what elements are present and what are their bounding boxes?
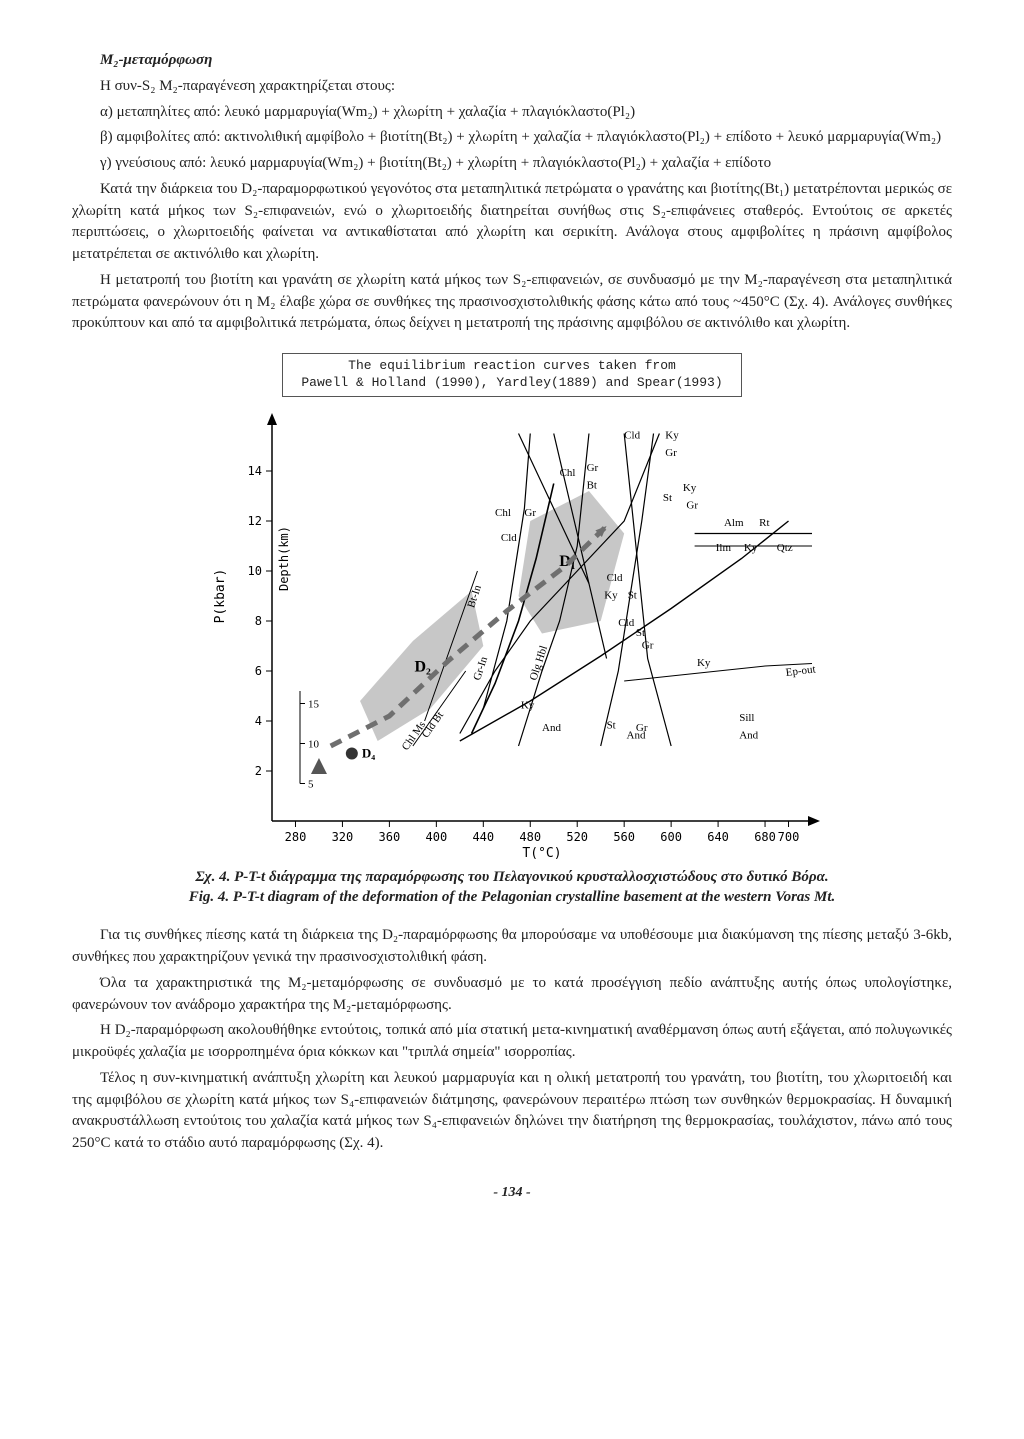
- x-tick-label: 680: [754, 830, 776, 844]
- x-axis-label: T(°C): [522, 846, 561, 861]
- x-tick-label: 440: [472, 830, 494, 844]
- x-tick-label: 700: [778, 830, 800, 844]
- paragraph: Η συν-S₂ M₂-παραγένεση χαρακτηρίζεται στ…: [72, 76, 952, 98]
- depth-axis-label: Depth(km): [277, 526, 291, 591]
- d4-marker: [346, 747, 358, 759]
- paragraph: Για τις συνθήκες πίεσης κατά τη διάρκεια…: [72, 925, 952, 969]
- curve-label: Cld: [501, 532, 517, 544]
- citation-line2: Pawell & Holland (1990), Yardley(1889) a…: [301, 375, 722, 390]
- caption-greek: Σχ. 4. P-T-t διάγραμμα της παραμόρφωσης …: [195, 869, 828, 885]
- y-tick-label: 6: [255, 664, 262, 678]
- curve-label: Gr: [636, 722, 648, 734]
- y-tick-label: 8: [255, 614, 262, 628]
- field-label: D₂: [414, 658, 431, 675]
- curve-label: Alm: [724, 517, 744, 529]
- x-tick-label: 360: [379, 830, 401, 844]
- y-tick-label: 12: [248, 514, 262, 528]
- paragraph: α) μεταπηλίτες από: λευκό μαρμαρυγία(Wm₂…: [72, 102, 952, 124]
- paragraph: Κατά την διάρκεια του D₂-παραμορφωτικού …: [72, 179, 952, 266]
- curve-label: Bt: [587, 479, 597, 491]
- chart-citation: The equilibrium reaction curves taken fr…: [282, 353, 741, 397]
- curve-label: Gr: [587, 462, 599, 474]
- curve-label: Cld: [607, 572, 623, 584]
- ptt-chart: D₁D₂D₄ChlGrCldChlGrBtCldKyGrKyStGrAlmRtI…: [192, 401, 832, 861]
- curve-label: Cld: [624, 429, 640, 441]
- y-tick-label: 14: [248, 464, 262, 478]
- paragraph: Τέλος η συν-κινηματική ανάπτυξη χλωρίτη …: [72, 1068, 952, 1155]
- paragraph: β) αμφιβολίτες από: ακτινολιθική αμφίβολ…: [72, 127, 952, 149]
- y-tick-label: 2: [255, 764, 262, 778]
- curve-label: Ilm: [716, 542, 732, 554]
- curve-label: And: [739, 729, 758, 741]
- curve-label: Ky: [744, 542, 758, 554]
- x-tick-label: 600: [660, 830, 682, 844]
- curve-label: St: [663, 492, 672, 504]
- curve-label: Gr: [524, 507, 536, 519]
- x-tick-label: 560: [613, 830, 635, 844]
- y-axis-label: P(kbar): [213, 568, 228, 623]
- depth-tick-label: 5: [308, 778, 314, 790]
- x-tick-label: 280: [285, 830, 307, 844]
- curve-label: St: [607, 719, 616, 731]
- curve-label: Gr: [665, 447, 677, 459]
- curve-label: Rt: [759, 517, 769, 529]
- curve-label: Chl: [495, 507, 511, 519]
- section-title: Μ₂-μεταμόρφωση: [72, 50, 952, 72]
- paragraph: Η μετατροπή του βιοτίτη και γρανάτη σε χ…: [72, 270, 952, 335]
- page-number: - 134 -: [72, 1183, 952, 1203]
- curve-label: St: [636, 627, 645, 639]
- x-tick-label: 520: [566, 830, 588, 844]
- paragraph: Η D₂-παραμόρφωση ακολουθήθηκε εντούτοις,…: [72, 1020, 952, 1064]
- curve-label: And: [542, 722, 561, 734]
- curve-label: Ky: [604, 589, 618, 601]
- figure-caption: Σχ. 4. P-T-t διάγραμμα της παραμόρφωσης …: [92, 867, 932, 908]
- curve-label: Gr: [686, 499, 698, 511]
- paragraph: Όλα τα χαρακτηριστικά της M₂-μεταμόρφωση…: [72, 973, 952, 1017]
- curve-label: Qtz: [777, 542, 793, 554]
- curve-label: Sill: [739, 712, 754, 724]
- citation-line1: The equilibrium reaction curves taken fr…: [348, 358, 676, 373]
- x-tick-label: 640: [707, 830, 729, 844]
- curve-label: Ky: [683, 482, 697, 494]
- x-tick-label: 400: [426, 830, 448, 844]
- curve-label: St: [628, 589, 637, 601]
- curve-label: Ky: [521, 699, 535, 711]
- curve-label: Ky: [665, 429, 679, 441]
- x-tick-label: 320: [332, 830, 354, 844]
- figure-wrapper: The equilibrium reaction curves taken fr…: [72, 353, 952, 861]
- curve-label: Gr: [642, 639, 654, 651]
- y-tick-label: 4: [255, 714, 262, 728]
- curve-label: Chl: [560, 467, 576, 479]
- paragraph: γ) γνεύσιους από: λευκό μαρμαρυγία(Wm₂) …: [72, 153, 952, 175]
- curve-label: Cld: [618, 617, 634, 629]
- d4-label: D₄: [362, 745, 375, 760]
- x-tick-label: 480: [519, 830, 541, 844]
- y-tick-label: 10: [248, 564, 262, 578]
- depth-tick-label: 10: [308, 738, 320, 750]
- curve-label: Ky: [697, 657, 711, 669]
- depth-tick-label: 15: [308, 698, 320, 710]
- caption-english: Fig. 4. P-T-t diagram of the deformation…: [189, 889, 836, 905]
